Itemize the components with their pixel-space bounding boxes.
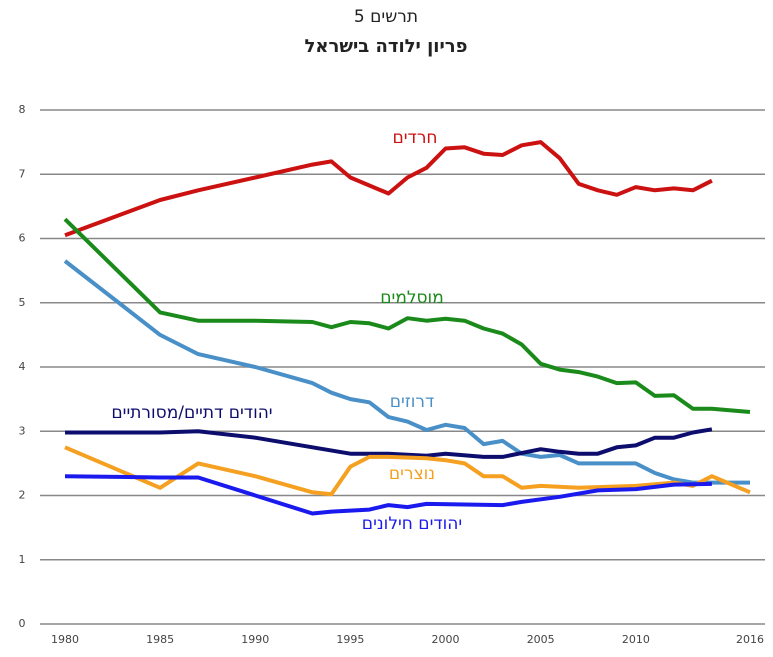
x-tick-label: 1985 — [146, 633, 174, 646]
y-tick-label: 0 — [19, 617, 26, 630]
y-tick-label: 3 — [19, 424, 26, 437]
x-tick-label: 2005 — [527, 633, 555, 646]
y-tick-label: 7 — [19, 167, 26, 180]
series-line — [64, 474, 712, 516]
chart-subtitle: פריון ילודה בישראל — [305, 36, 468, 57]
y-tick-label: 2 — [19, 489, 26, 502]
x-tick-label: 2000 — [432, 633, 460, 646]
series-line — [64, 445, 751, 497]
series-line — [63, 217, 751, 414]
x-tick-label: 1995 — [336, 633, 364, 646]
x-tick-label: 1980 — [51, 633, 79, 646]
y-tick-label: 8 — [19, 103, 26, 116]
x-tick-label: 2010 — [622, 633, 650, 646]
y-tick-label: 5 — [19, 296, 26, 309]
series-line — [65, 427, 713, 459]
y-tick-label: 1 — [19, 553, 26, 566]
series-label: נוצרים — [389, 464, 435, 484]
series-label: דרוזים — [390, 392, 434, 412]
series-label: מוסלמים — [380, 288, 444, 308]
y-tick-label: 4 — [19, 360, 26, 373]
series-line — [64, 140, 713, 238]
series-label: יהודים דתיים/מסורתיים — [111, 403, 272, 423]
chart-title: תרשים 5 — [354, 7, 418, 27]
series-line — [63, 259, 750, 485]
x-tick-label: 1990 — [241, 633, 269, 646]
series-label: יהודים חילונים — [362, 514, 462, 534]
x-tick-label: 2016 — [736, 633, 764, 646]
series-label: חרדים — [392, 128, 437, 148]
y-tick-label: 6 — [19, 232, 26, 245]
